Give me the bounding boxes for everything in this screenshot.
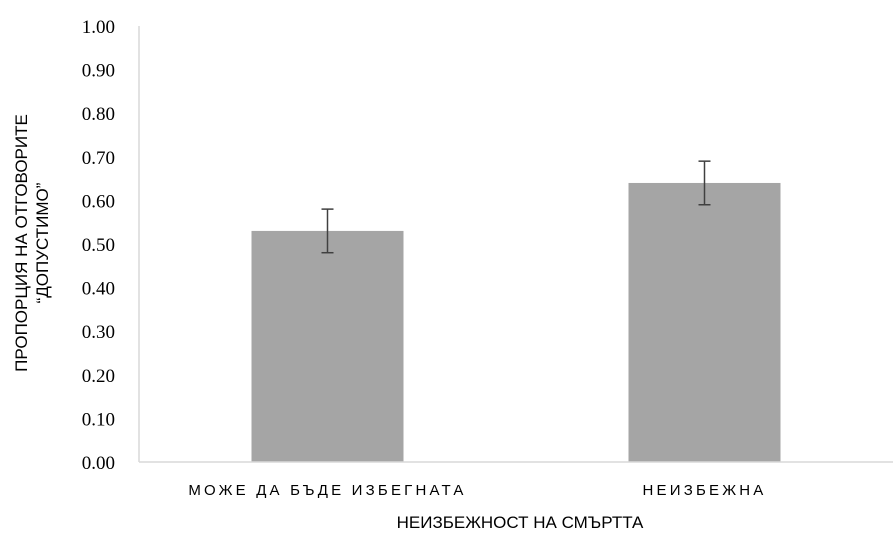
bar [628, 182, 781, 462]
y-tick-label: 0.30 [82, 322, 115, 343]
category-labels: МОЖЕ ДА БЪДЕ ИЗБЕГНАТА НЕИЗБЕЖНА [188, 482, 766, 499]
y-axis-title-line-2: “ДОПУСТИМО” [33, 182, 52, 303]
y-tick-labels: 0.00 0.10 0.20 0.30 0.40 0.50 0.60 0.70 0.80 0.90… [82, 17, 115, 474]
bar [251, 230, 404, 462]
y-tick-label: 0.50 [82, 235, 115, 256]
y-tick-label: 0.60 [82, 191, 115, 212]
y-axis-title: ПРОПОРЦИЯ НА ОТГОВОРИТЕ “ДОПУСТИМО” [12, 114, 52, 372]
y-tick-label: 1.00 [82, 17, 115, 38]
error-bars [321, 160, 711, 254]
x-axis-title: НЕИЗБЕЖНОСТ НА СМЪРТТА [397, 513, 644, 532]
error-bar [321, 208, 334, 254]
y-tick-label: 0.70 [82, 148, 115, 169]
y-tick-label: 0.10 [82, 409, 115, 430]
category-label: НЕИЗБЕЖНА [642, 482, 766, 499]
y-tick-label: 0.20 [82, 366, 115, 387]
category-label: МОЖЕ ДА БЪДЕ ИЗБЕГНАТА [188, 482, 466, 499]
y-axis-title-line-1: ПРОПОРЦИЯ НА ОТГОВОРИТЕ [12, 114, 31, 372]
error-bar [698, 160, 711, 206]
y-tick-label: 0.00 [82, 453, 115, 474]
y-tick-label: 0.90 [82, 61, 115, 82]
bars [251, 182, 781, 462]
y-tick-label: 0.80 [82, 104, 115, 125]
y-tick-label: 0.40 [82, 279, 115, 300]
